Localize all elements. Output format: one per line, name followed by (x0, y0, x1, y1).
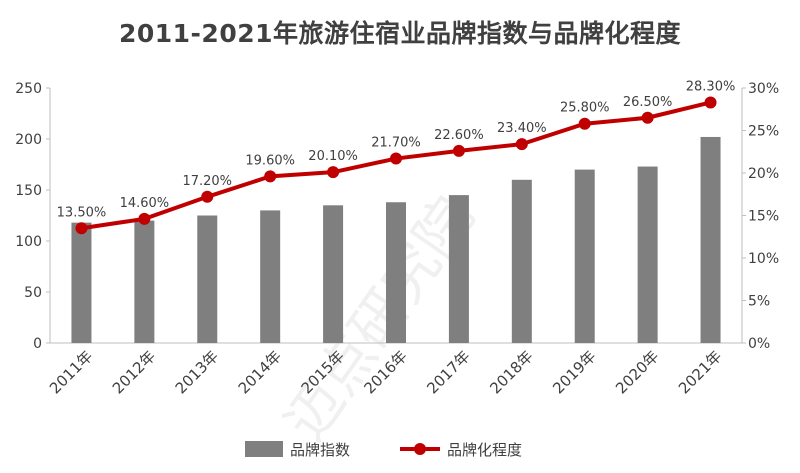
bar (197, 215, 218, 343)
x-tick-label: 2018年 (486, 347, 536, 397)
x-tick-label: 2021年 (675, 347, 725, 397)
data-label: 13.50% (57, 205, 107, 220)
bar (637, 166, 658, 343)
y-right-tick-label: 25% (748, 124, 779, 140)
bar (700, 136, 721, 343)
y-right-tick-label: 20% (748, 166, 779, 182)
line-point (75, 222, 88, 235)
data-label: 26.50% (623, 95, 673, 110)
y-left-tick-label: 100 (15, 234, 42, 250)
data-label: 21.70% (371, 136, 421, 151)
data-label: 25.80% (560, 101, 610, 116)
x-tick-label: 2019年 (549, 347, 599, 397)
bar (323, 205, 344, 343)
bar (574, 169, 595, 343)
line-point (641, 111, 654, 124)
data-label: 19.60% (245, 153, 295, 168)
x-tick-label: 2014年 (235, 347, 285, 397)
y-left-tick-label: 200 (15, 132, 42, 148)
bar (386, 202, 406, 343)
y-left-tick-label: 150 (15, 183, 42, 199)
line-point (704, 96, 717, 109)
line-point (138, 212, 151, 225)
bar (260, 210, 281, 343)
x-tick-label: 2012年 (109, 347, 159, 397)
bar (511, 179, 532, 343)
chart-title: 2011-2021年旅游住宿业品牌指数与品牌化程度 (118, 19, 682, 48)
y-right-tick-label: 10% (748, 251, 779, 267)
y-left-tick-label: 250 (15, 81, 42, 97)
y-right-tick-label: 0% (748, 336, 770, 352)
line-point (452, 144, 465, 157)
line-point (390, 152, 402, 165)
legend-label-line: 品牌化程度 (447, 441, 522, 459)
bar (448, 195, 469, 343)
y-left-tick-label: 50 (24, 285, 42, 301)
bar (134, 220, 155, 343)
data-label: 14.60% (120, 196, 170, 211)
y-left-tick-label: 0 (33, 336, 42, 352)
data-label: 23.40% (497, 121, 547, 136)
legend-swatch-marker (414, 443, 426, 455)
line-point (264, 170, 277, 183)
y-right-tick-label: 30% (748, 81, 779, 97)
bar (71, 222, 92, 343)
x-tick-label: 2020年 (612, 347, 662, 397)
data-label: 17.20% (182, 174, 232, 189)
data-label: 20.10% (308, 149, 358, 164)
y-right-tick-label: 15% (748, 209, 779, 225)
data-label: 22.60% (434, 128, 484, 143)
legend-swatch-bar (245, 441, 283, 457)
x-tick-label: 2013年 (172, 347, 222, 397)
line-point (515, 138, 528, 151)
x-tick-label: 2011年 (46, 347, 96, 397)
y-right-tick-label: 5% (748, 294, 770, 310)
legend-label-bar: 品牌指数 (290, 441, 350, 459)
x-tick-label: 2017年 (423, 347, 473, 397)
line-point (327, 166, 340, 179)
line-point (201, 190, 214, 203)
line-point (578, 117, 591, 130)
data-label: 28.30% (686, 79, 736, 94)
